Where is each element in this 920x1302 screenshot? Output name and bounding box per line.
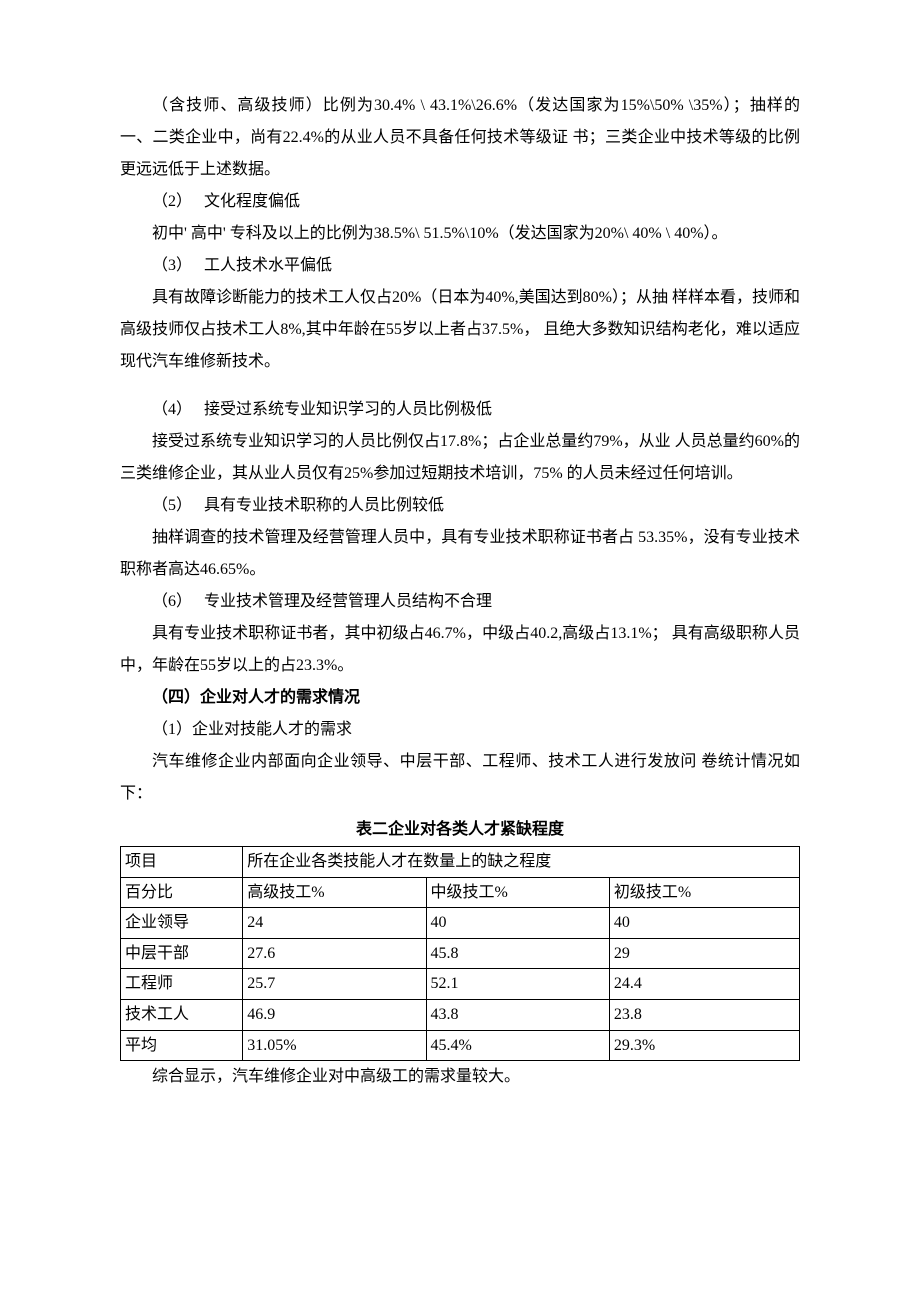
table-cell: 25.7 [243,969,426,1000]
table-cell: 技术工人 [121,999,243,1030]
table-cell: 23.8 [609,999,799,1030]
heading-3: （3） 工人技术水平偏低 [120,250,800,282]
table-cell: 52.1 [426,969,609,1000]
section-4-title: （四）企业对人才的需求情况 [120,682,800,714]
heading-6: （6） 专业技术管理及经营管理人员结构不合理 [120,586,800,618]
paragraph-1: （含技师、高级技师）比例为30.4% \ 43.1%\26.6%（发达国家为15… [120,90,800,186]
table-cell: 百分比 [121,877,243,908]
talent-shortage-table: 项目 所在企业各类技能人才在数量上的缺之程度 百分比 高级技工% 中级技工% 初… [120,846,800,1061]
paragraph-4-body: 接受过系统专业知识学习的人员比例仅占17.8%；占企业总量约79%，从业 人员总… [120,426,800,490]
table-cell: 24.4 [609,969,799,1000]
table-cell: 45.4% [426,1030,609,1061]
paragraph-5-body: 抽样调查的技术管理及经营管理人员中，具有专业技术职称证书者占 53.35%，没有… [120,522,800,586]
table-cell: 工程师 [121,969,243,1000]
table-row: 企业领导 24 40 40 [121,908,800,939]
section-4-1-body: 汽车维修企业内部面向企业领导、中层干部、工程师、技术工人进行发放问 卷统计情况如… [120,746,800,810]
heading-5: （5） 具有专业技术职称的人员比例较低 [120,490,800,522]
table-cell: 项目 [121,847,243,878]
paragraph-3-body: 具有故障诊断能力的技术工人仅占20%（日本为40%,美国达到80%）；从抽 样样… [120,282,800,378]
table-cell: 24 [243,908,426,939]
table-header-row-1: 项目 所在企业各类技能人才在数量上的缺之程度 [121,847,800,878]
table-row: 平均 31.05% 45.4% 29.3% [121,1030,800,1061]
blank-line [120,378,800,394]
table-row: 中层干部 27.6 45.8 29 [121,938,800,969]
table-cell: 高级技工% [243,877,426,908]
table-cell: 45.8 [426,938,609,969]
section-4-1-title: （1）企业对技能人才的需求 [120,714,800,746]
table-cell: 43.8 [426,999,609,1030]
table-row: 工程师 25.7 52.1 24.4 [121,969,800,1000]
table-cell: 29 [609,938,799,969]
table-cell: 中级技工% [426,877,609,908]
table-row: 技术工人 46.9 43.8 23.8 [121,999,800,1030]
conclusion-paragraph: 综合显示，汽车维修企业对中高级工的需求量较大。 [120,1061,800,1093]
table-header-row-2: 百分比 高级技工% 中级技工% 初级技工% [121,877,800,908]
table-cell: 平均 [121,1030,243,1061]
table-cell: 40 [609,908,799,939]
paragraph-6-body: 具有专业技术职称证书者，其中初级占46.7%，中级占40.2,高级占13.1%；… [120,618,800,682]
paragraph-2-body: 初中' 高中' 专科及以上的比例为38.5%\ 51.5%\10%（发达国家为2… [120,218,800,250]
table-cell: 中层干部 [121,938,243,969]
table-cell: 31.05% [243,1030,426,1061]
heading-2: （2） 文化程度偏低 [120,186,800,218]
table-title: 表二企业对各类人才紧缺程度 [120,814,800,846]
table-cell: 27.6 [243,938,426,969]
table-cell: 29.3% [609,1030,799,1061]
table-cell: 所在企业各类技能人才在数量上的缺之程度 [243,847,800,878]
table-cell: 企业领导 [121,908,243,939]
table-cell: 初级技工% [609,877,799,908]
heading-4: （4） 接受过系统专业知识学习的人员比例极低 [120,394,800,426]
table-cell: 40 [426,908,609,939]
table-cell: 46.9 [243,999,426,1030]
